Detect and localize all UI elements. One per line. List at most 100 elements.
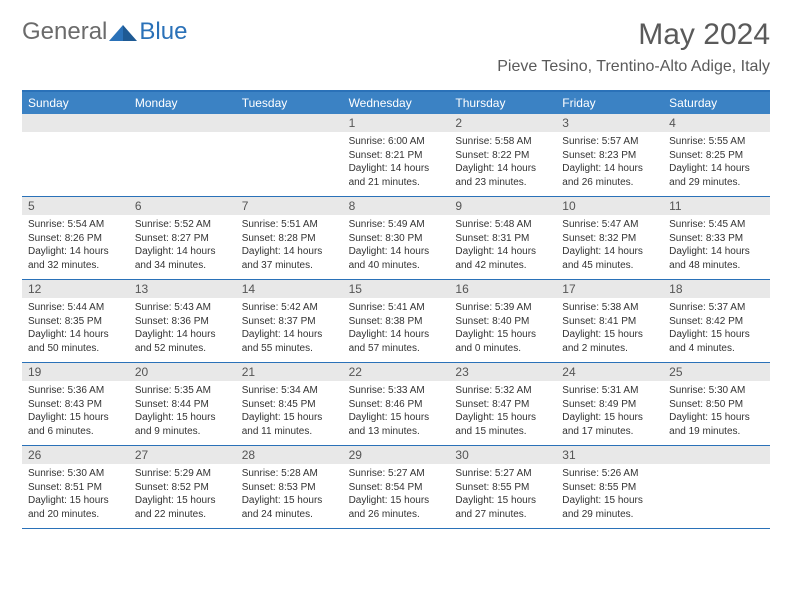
day-number: 5 <box>22 197 129 215</box>
day-body: Sunrise: 5:49 AMSunset: 8:30 PMDaylight:… <box>343 215 450 276</box>
sunset-text: Sunset: 8:51 PM <box>28 481 123 495</box>
day-cell: 28Sunrise: 5:28 AMSunset: 8:53 PMDayligh… <box>236 446 343 528</box>
day-body: Sunrise: 5:39 AMSunset: 8:40 PMDaylight:… <box>449 298 556 359</box>
sunset-text: Sunset: 8:21 PM <box>349 149 444 163</box>
sunset-text: Sunset: 8:49 PM <box>562 398 657 412</box>
day-cell: 2Sunrise: 5:58 AMSunset: 8:22 PMDaylight… <box>449 114 556 196</box>
day-number: 24 <box>556 363 663 381</box>
day-cell <box>236 114 343 196</box>
sunrise-text: Sunrise: 5:54 AM <box>28 218 123 232</box>
day-cell: 15Sunrise: 5:41 AMSunset: 8:38 PMDayligh… <box>343 280 450 362</box>
sunset-text: Sunset: 8:37 PM <box>242 315 337 329</box>
daylight-text: Daylight: 14 hours and 34 minutes. <box>135 245 230 272</box>
sunrise-text: Sunrise: 5:45 AM <box>669 218 764 232</box>
sunset-text: Sunset: 8:23 PM <box>562 149 657 163</box>
day-number: 8 <box>343 197 450 215</box>
sunrise-text: Sunrise: 5:30 AM <box>28 467 123 481</box>
day-cell: 4Sunrise: 5:55 AMSunset: 8:25 PMDaylight… <box>663 114 770 196</box>
day-cell: 12Sunrise: 5:44 AMSunset: 8:35 PMDayligh… <box>22 280 129 362</box>
day-cell: 18Sunrise: 5:37 AMSunset: 8:42 PMDayligh… <box>663 280 770 362</box>
week-row: 26Sunrise: 5:30 AMSunset: 8:51 PMDayligh… <box>22 446 770 529</box>
day-body: Sunrise: 5:48 AMSunset: 8:31 PMDaylight:… <box>449 215 556 276</box>
sunrise-text: Sunrise: 5:51 AM <box>242 218 337 232</box>
day-number: 17 <box>556 280 663 298</box>
daylight-text: Daylight: 15 hours and 19 minutes. <box>669 411 764 438</box>
day-body: Sunrise: 5:43 AMSunset: 8:36 PMDaylight:… <box>129 298 236 359</box>
daylight-text: Daylight: 15 hours and 11 minutes. <box>242 411 337 438</box>
sunrise-text: Sunrise: 5:34 AM <box>242 384 337 398</box>
daylight-text: Daylight: 14 hours and 37 minutes. <box>242 245 337 272</box>
day-cell: 24Sunrise: 5:31 AMSunset: 8:49 PMDayligh… <box>556 363 663 445</box>
sunset-text: Sunset: 8:30 PM <box>349 232 444 246</box>
sunrise-text: Sunrise: 5:49 AM <box>349 218 444 232</box>
daylight-text: Daylight: 14 hours and 40 minutes. <box>349 245 444 272</box>
sunrise-text: Sunrise: 5:55 AM <box>669 135 764 149</box>
sunset-text: Sunset: 8:42 PM <box>669 315 764 329</box>
daylight-text: Daylight: 14 hours and 29 minutes. <box>669 162 764 189</box>
week-row: 19Sunrise: 5:36 AMSunset: 8:43 PMDayligh… <box>22 363 770 446</box>
day-cell: 14Sunrise: 5:42 AMSunset: 8:37 PMDayligh… <box>236 280 343 362</box>
location-text: Pieve Tesino, Trentino-Alto Adige, Italy <box>497 58 770 76</box>
sunset-text: Sunset: 8:36 PM <box>135 315 230 329</box>
day-body: Sunrise: 5:55 AMSunset: 8:25 PMDaylight:… <box>663 132 770 193</box>
day-header-sunday: Sunday <box>22 92 129 114</box>
day-number: 7 <box>236 197 343 215</box>
title-block: May 2024 Pieve Tesino, Trentino-Alto Adi… <box>497 18 770 76</box>
day-number: 29 <box>343 446 450 464</box>
sunrise-text: Sunrise: 5:47 AM <box>562 218 657 232</box>
day-body: Sunrise: 5:45 AMSunset: 8:33 PMDaylight:… <box>663 215 770 276</box>
daylight-text: Daylight: 14 hours and 26 minutes. <box>562 162 657 189</box>
daylight-text: Daylight: 15 hours and 0 minutes. <box>455 328 550 355</box>
day-cell: 21Sunrise: 5:34 AMSunset: 8:45 PMDayligh… <box>236 363 343 445</box>
sunset-text: Sunset: 8:43 PM <box>28 398 123 412</box>
sunset-text: Sunset: 8:31 PM <box>455 232 550 246</box>
logo: General Blue <box>22 18 187 46</box>
daylight-text: Daylight: 15 hours and 24 minutes. <box>242 494 337 521</box>
sunrise-text: Sunrise: 5:43 AM <box>135 301 230 315</box>
day-cell: 8Sunrise: 5:49 AMSunset: 8:30 PMDaylight… <box>343 197 450 279</box>
week-row: 12Sunrise: 5:44 AMSunset: 8:35 PMDayligh… <box>22 280 770 363</box>
daylight-text: Daylight: 15 hours and 27 minutes. <box>455 494 550 521</box>
day-number: 30 <box>449 446 556 464</box>
day-body: Sunrise: 5:47 AMSunset: 8:32 PMDaylight:… <box>556 215 663 276</box>
sunrise-text: Sunrise: 5:39 AM <box>455 301 550 315</box>
day-number: 23 <box>449 363 556 381</box>
day-cell <box>663 446 770 528</box>
day-body: Sunrise: 5:30 AMSunset: 8:50 PMDaylight:… <box>663 381 770 442</box>
daylight-text: Daylight: 14 hours and 21 minutes. <box>349 162 444 189</box>
sunset-text: Sunset: 8:25 PM <box>669 149 764 163</box>
sunset-text: Sunset: 8:52 PM <box>135 481 230 495</box>
sunset-text: Sunset: 8:45 PM <box>242 398 337 412</box>
daylight-text: Daylight: 15 hours and 15 minutes. <box>455 411 550 438</box>
day-body: Sunrise: 5:37 AMSunset: 8:42 PMDaylight:… <box>663 298 770 359</box>
sunrise-text: Sunrise: 5:37 AM <box>669 301 764 315</box>
day-number: 11 <box>663 197 770 215</box>
day-header-friday: Friday <box>556 92 663 114</box>
day-body: Sunrise: 5:38 AMSunset: 8:41 PMDaylight:… <box>556 298 663 359</box>
daylight-text: Daylight: 14 hours and 55 minutes. <box>242 328 337 355</box>
day-body: Sunrise: 5:58 AMSunset: 8:22 PMDaylight:… <box>449 132 556 193</box>
daylight-text: Daylight: 15 hours and 2 minutes. <box>562 328 657 355</box>
day-cell: 30Sunrise: 5:27 AMSunset: 8:55 PMDayligh… <box>449 446 556 528</box>
day-body: Sunrise: 5:32 AMSunset: 8:47 PMDaylight:… <box>449 381 556 442</box>
sunset-text: Sunset: 8:50 PM <box>669 398 764 412</box>
sunrise-text: Sunrise: 5:31 AM <box>562 384 657 398</box>
day-header-thursday: Thursday <box>449 92 556 114</box>
day-number <box>236 114 343 132</box>
sunset-text: Sunset: 8:26 PM <box>28 232 123 246</box>
day-body: Sunrise: 5:27 AMSunset: 8:54 PMDaylight:… <box>343 464 450 525</box>
day-number: 25 <box>663 363 770 381</box>
day-cell: 3Sunrise: 5:57 AMSunset: 8:23 PMDaylight… <box>556 114 663 196</box>
day-cell: 19Sunrise: 5:36 AMSunset: 8:43 PMDayligh… <box>22 363 129 445</box>
daylight-text: Daylight: 15 hours and 22 minutes. <box>135 494 230 521</box>
sunrise-text: Sunrise: 5:52 AM <box>135 218 230 232</box>
day-number: 16 <box>449 280 556 298</box>
week-row: 5Sunrise: 5:54 AMSunset: 8:26 PMDaylight… <box>22 197 770 280</box>
day-cell: 5Sunrise: 5:54 AMSunset: 8:26 PMDaylight… <box>22 197 129 279</box>
day-body: Sunrise: 5:54 AMSunset: 8:26 PMDaylight:… <box>22 215 129 276</box>
day-body: Sunrise: 5:28 AMSunset: 8:53 PMDaylight:… <box>236 464 343 525</box>
day-body: Sunrise: 6:00 AMSunset: 8:21 PMDaylight:… <box>343 132 450 193</box>
day-cell: 11Sunrise: 5:45 AMSunset: 8:33 PMDayligh… <box>663 197 770 279</box>
sunrise-text: Sunrise: 6:00 AM <box>349 135 444 149</box>
day-cell: 20Sunrise: 5:35 AMSunset: 8:44 PMDayligh… <box>129 363 236 445</box>
